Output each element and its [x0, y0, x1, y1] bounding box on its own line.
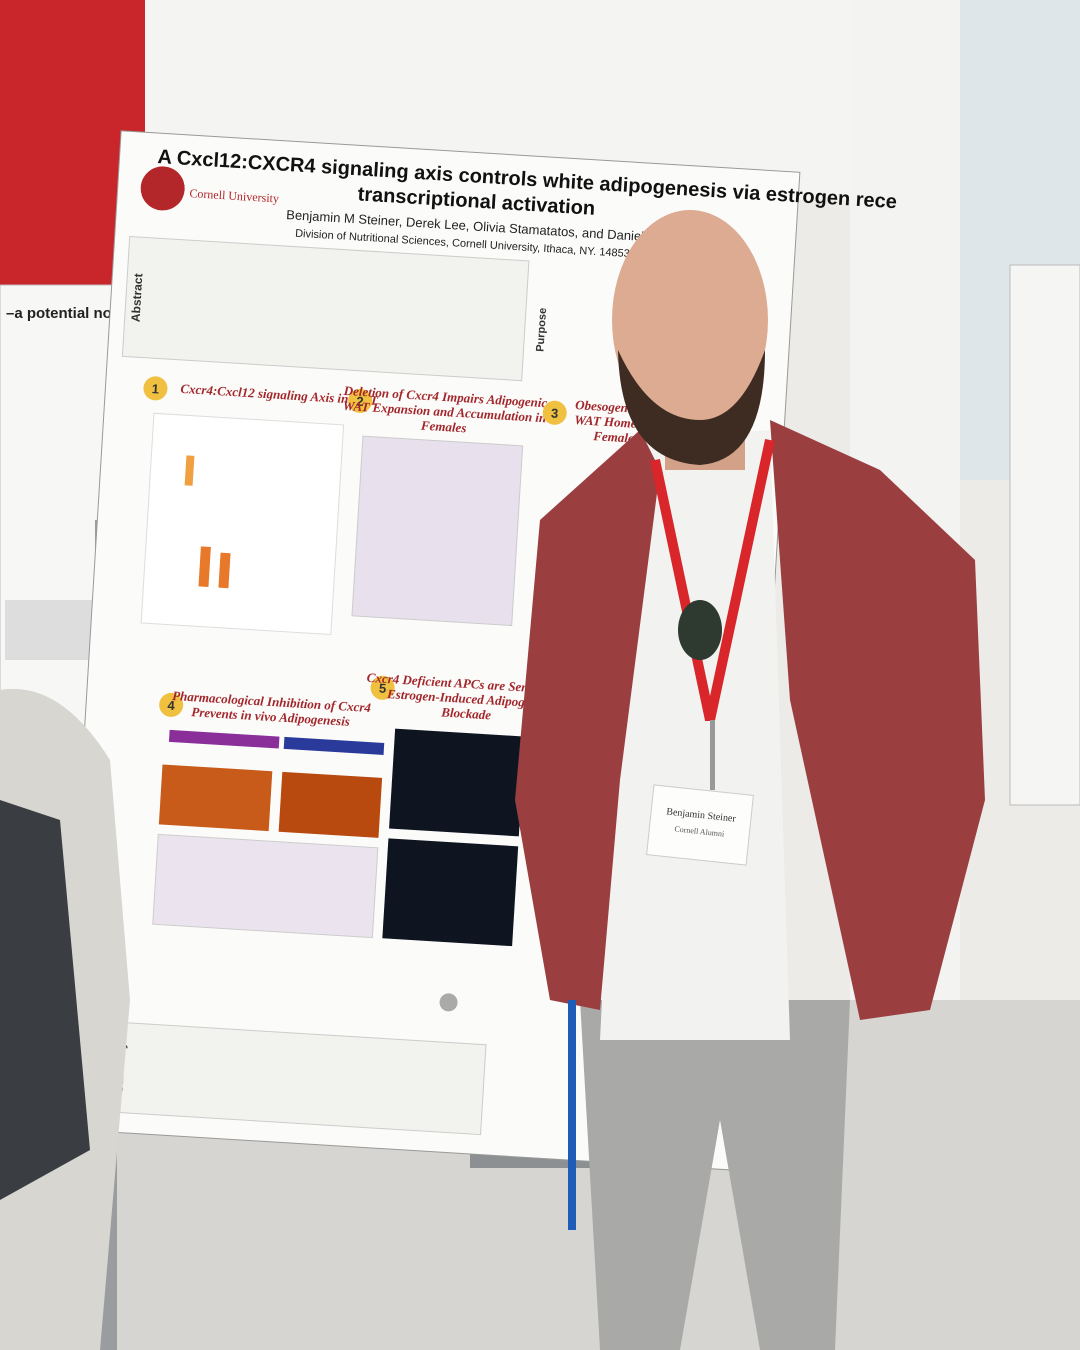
- section-number-badge: [348, 388, 373, 413]
- chow-bar: [283, 736, 385, 755]
- head: [612, 210, 768, 430]
- histology-panel: [152, 833, 379, 939]
- figure-panel: [140, 412, 345, 636]
- figure-bar: [184, 455, 195, 486]
- poster: Cornell University A Cxcl12:CXCR4 signal…: [59, 130, 898, 1171]
- poster-pin: [439, 993, 458, 1012]
- section-number: 2: [356, 394, 364, 409]
- histology-panel: [351, 435, 524, 627]
- section-heading: Females: [420, 418, 467, 436]
- figure-bar: [218, 552, 231, 589]
- section-number-badge: [542, 400, 567, 425]
- section-number-badge: [370, 675, 395, 700]
- right-poster: [1009, 264, 1080, 806]
- fluorescence-image: [158, 764, 273, 832]
- jacket-left: [515, 430, 660, 1010]
- left-poster-title: –a potential nov: [6, 305, 121, 322]
- section-number: 3: [551, 406, 559, 421]
- badge: [646, 784, 754, 866]
- section-number-badge: [143, 376, 168, 401]
- backpack: [0, 800, 90, 1200]
- beard: [618, 350, 765, 465]
- left-figure: [5, 600, 105, 660]
- figure-bar: [198, 546, 211, 587]
- abstract-box: [121, 235, 530, 382]
- badge-clip: [710, 720, 715, 790]
- section-heading: Blockade: [440, 704, 492, 722]
- man: Benjamin Steiner Cornell Alumni: [515, 210, 985, 1350]
- section-number: 5: [379, 681, 387, 696]
- section-number-badge: [159, 692, 184, 717]
- cornell-seal: [140, 166, 185, 211]
- section-number: 4: [167, 698, 176, 713]
- poster-logo: Cornell University: [189, 186, 279, 205]
- chow-bar: [168, 729, 280, 749]
- fluorescence-image: [278, 771, 383, 838]
- microscopy-panel: [389, 728, 525, 837]
- side-label: Abstract: [129, 273, 146, 322]
- section-number: 1: [151, 381, 159, 396]
- sunglasses: [678, 600, 722, 660]
- side-label: Purpose: [534, 307, 549, 352]
- microscopy-panel: [382, 838, 519, 947]
- lanyard-strap: [568, 1000, 576, 1230]
- jacket-right: [770, 420, 985, 1020]
- jeans: [580, 1000, 850, 1350]
